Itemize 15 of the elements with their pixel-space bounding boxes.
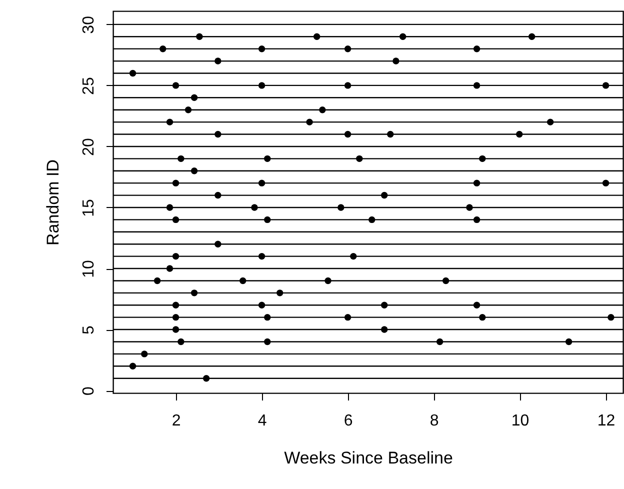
y-tick-label: 5 — [80, 325, 98, 334]
x-tick-label: 8 — [430, 412, 439, 430]
x-tick-label: 12 — [597, 412, 616, 430]
y-tick-label: 30 — [80, 16, 98, 34]
y-tick-label: 20 — [80, 138, 98, 156]
y-tick-label: 25 — [80, 76, 98, 95]
y-tick-label: 10 — [80, 260, 98, 278]
x-tick-label: 4 — [258, 412, 267, 430]
y-tick-label: 0 — [80, 386, 98, 396]
x-tick-label: 6 — [344, 412, 353, 430]
x-tick-label: 2 — [172, 412, 181, 430]
x-tick-label: 10 — [511, 412, 530, 430]
y-axis-title: Random ID — [44, 160, 62, 246]
y-tick-label: 15 — [80, 198, 98, 217]
x-axis-title: Weeks Since Baseline — [284, 448, 453, 468]
